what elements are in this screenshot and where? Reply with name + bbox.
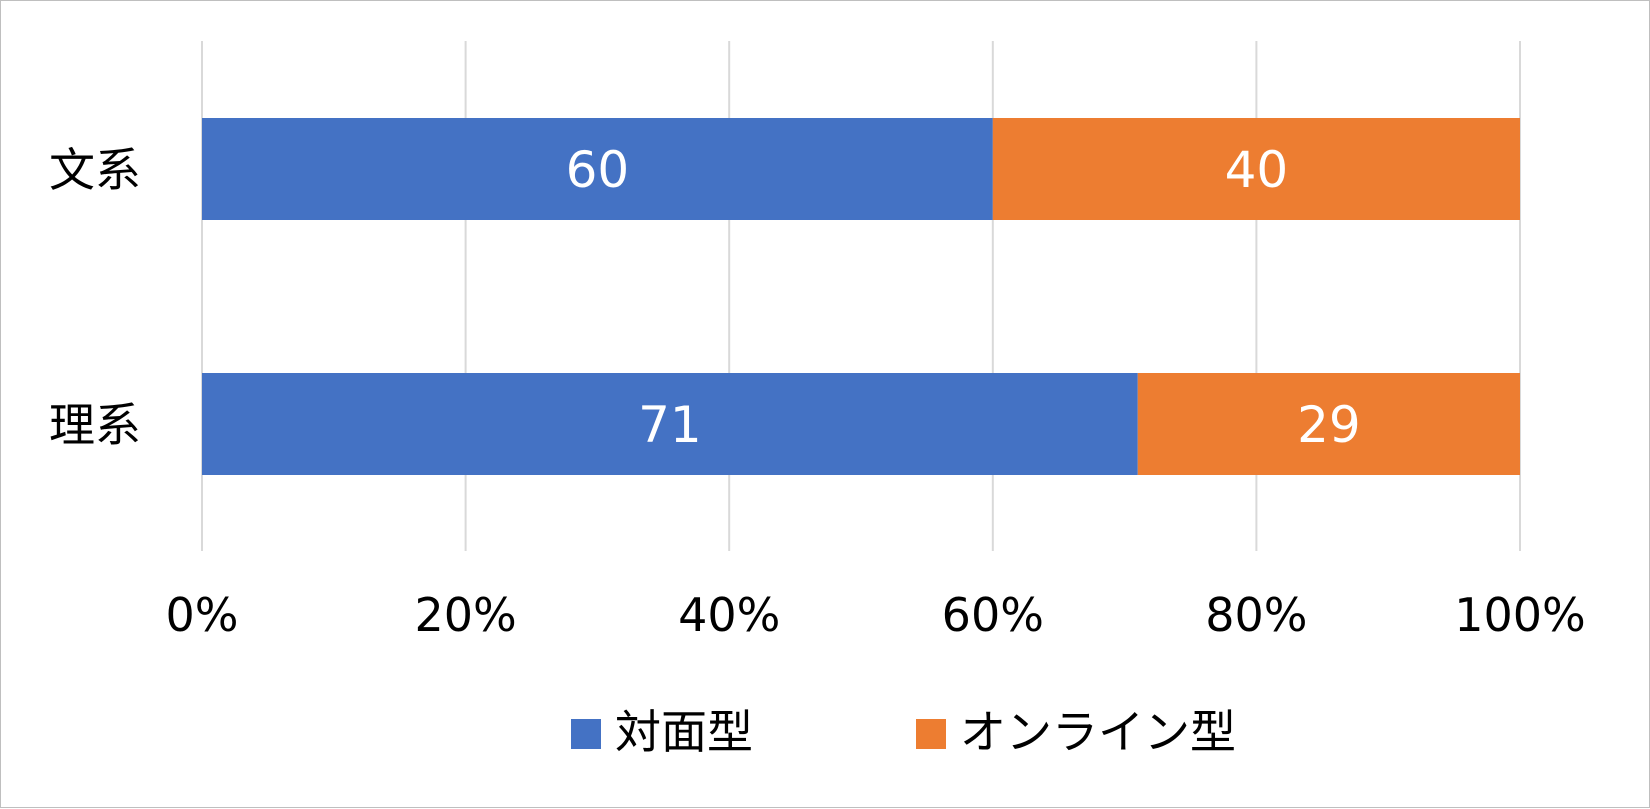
x-tick-label-5: 100% (1454, 588, 1586, 642)
category-label-0: 文系 (49, 143, 141, 197)
bar-0-1 (992, 118, 1520, 220)
data-label-1-0: 71 (638, 396, 702, 454)
legend-swatch-1 (916, 719, 946, 749)
x-tick-label-1: 20% (414, 588, 516, 642)
data-label-0-1: 40 (1225, 141, 1289, 199)
data-label-0-0: 60 (566, 141, 630, 199)
x-tick-label-3: 60% (942, 588, 1044, 642)
x-tick-label-2: 40% (678, 588, 780, 642)
bar-0-0 (202, 118, 993, 220)
legend-label-1: オンライン型 (960, 705, 1236, 759)
x-tick-label-4: 80% (1205, 588, 1307, 642)
x-tick-label-0: 0% (166, 588, 239, 642)
bar-1-1 (1137, 373, 1520, 475)
legend-swatch-0 (571, 719, 601, 749)
bar-1-0 (202, 373, 1138, 475)
legend-label-0: 対面型 (615, 705, 753, 759)
bars: 60 40 71 29 (202, 118, 1520, 475)
data-label-1-1: 29 (1297, 396, 1361, 454)
category-label-1: 理系 (49, 398, 141, 452)
legend: 対面型 オンライン型 (571, 705, 1236, 759)
x-axis-tick-labels: 0% 20% 40% 60% 80% 100% (166, 588, 1586, 642)
